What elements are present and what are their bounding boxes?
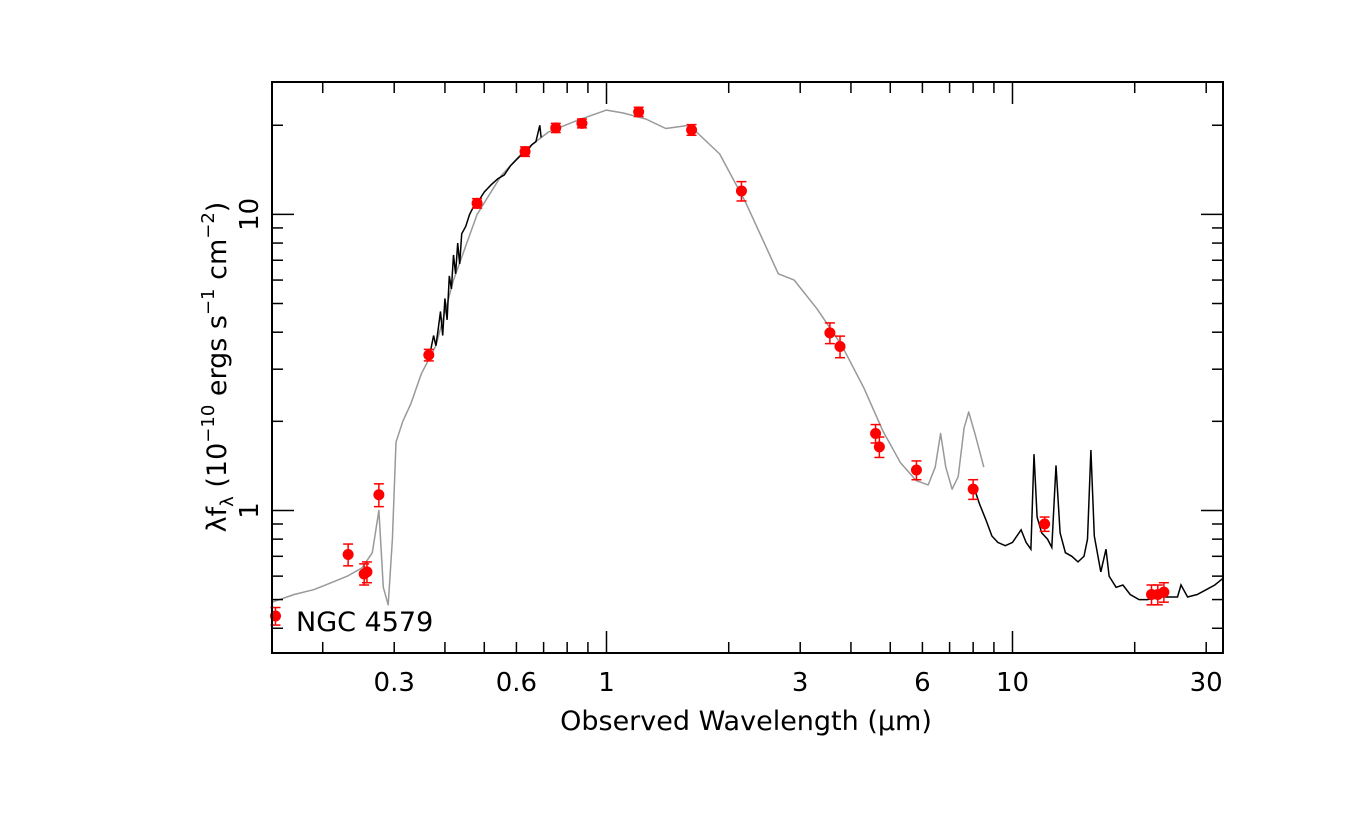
data-point	[550, 122, 562, 134]
data-point	[735, 185, 747, 197]
y-tick-label: 1	[235, 502, 265, 519]
photometry-point	[1158, 581, 1170, 603]
y-axis-title: λfλ (10−10 ergs s−1 cm−2)	[198, 202, 238, 533]
x-tick-label: 3	[792, 668, 809, 698]
data-point	[1158, 586, 1170, 598]
x-axis-title: Observed Wavelength (μm)	[560, 706, 932, 737]
data-point	[873, 441, 885, 453]
data-point	[471, 197, 483, 209]
y-axis-title-close: )	[202, 202, 233, 213]
axis-ticks	[272, 82, 1223, 653]
photometry-point	[373, 483, 385, 508]
data-point	[423, 349, 435, 361]
y-tick-labels: 1 10	[235, 198, 265, 519]
photometry-point	[342, 543, 354, 567]
y-axis-title-exp3: −2	[198, 212, 219, 239]
x-tick-label: 1	[598, 668, 615, 698]
photometry-point	[735, 180, 747, 202]
y-axis-title-exp1: −10	[198, 405, 219, 443]
photometry-point	[471, 197, 483, 209]
y-axis-title-prefix: λf	[202, 505, 233, 532]
y-axis-title-units: ergs s	[202, 315, 233, 405]
data-point	[1039, 518, 1051, 530]
photometry-point	[633, 106, 645, 118]
x-tick-label: 10	[996, 668, 1029, 698]
y-axis-title-exp2: −1	[198, 288, 219, 315]
photometry-point	[686, 123, 698, 137]
data-point	[910, 464, 922, 476]
data-point	[373, 489, 385, 501]
data-point	[686, 124, 698, 136]
x-tick-label: 0.6	[496, 668, 537, 698]
x-tick-label: 6	[914, 668, 931, 698]
galaxy-name-label: NGC 4579	[296, 607, 433, 638]
photometry-point	[910, 460, 922, 481]
x-tick-label: 30	[1190, 668, 1223, 698]
data-point	[342, 548, 354, 560]
y-axis-title-open: (10	[202, 443, 233, 496]
data-point	[967, 483, 979, 495]
data-point	[834, 340, 846, 352]
photometry-point	[824, 322, 836, 345]
data-point	[870, 427, 882, 439]
y-tick-label: 10	[235, 198, 265, 231]
data-point	[576, 117, 588, 129]
ir-spectrum-line	[972, 449, 1224, 601]
data-point	[361, 566, 373, 578]
photometry-point	[576, 117, 588, 129]
photometry-point	[873, 436, 885, 459]
photometry-point	[967, 478, 979, 501]
data-point	[824, 327, 836, 339]
photometry-point	[361, 561, 373, 584]
photometry-point	[1039, 516, 1051, 533]
photometry-point	[423, 348, 435, 362]
x-tick-label: 0.3	[374, 668, 415, 698]
photometry-point	[550, 122, 562, 134]
plot-frame	[271, 81, 1224, 654]
data-point	[519, 146, 531, 158]
photometry-point	[834, 335, 846, 359]
x-tick-labels: 0.3 0.6 1 3 6 10 30	[374, 668, 1223, 698]
photometry-point	[519, 146, 531, 158]
y-axis-title-units2: cm	[202, 239, 233, 289]
data-point	[633, 106, 645, 118]
y-axis-title-subscript: λ	[217, 496, 238, 507]
